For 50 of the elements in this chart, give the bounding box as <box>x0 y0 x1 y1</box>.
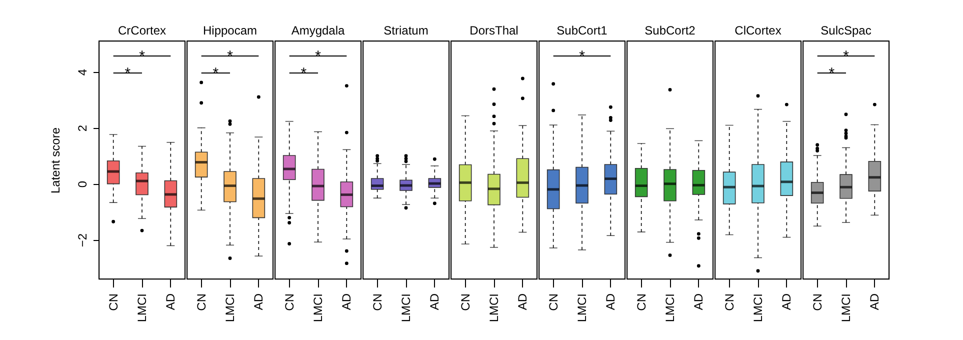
x-tick-label: CN <box>634 294 648 311</box>
annotation: * <box>843 48 850 65</box>
x-tick-label: AD <box>428 293 442 310</box>
annotation: * <box>579 48 586 65</box>
y-tick-label: 0 <box>76 180 90 188</box>
x-tick-label: LMCI <box>751 294 765 322</box>
x-tick-label: CN <box>546 294 560 311</box>
y-tick-label: −2 <box>76 233 90 248</box>
chart-title: SulcSpac <box>820 24 872 38</box>
chart-title: SubCort1 <box>556 24 608 38</box>
annotation: * <box>300 65 307 82</box>
y-axis-title: Latent score <box>48 127 62 194</box>
chart-title: ClCortex <box>734 24 782 38</box>
annotation: * <box>139 48 146 65</box>
x-tick-label: CN <box>106 294 120 311</box>
x-tick-label: AD <box>340 293 354 310</box>
x-tick-label: CN <box>810 294 824 311</box>
x-tick-label: CN <box>370 294 384 311</box>
annotation: * <box>124 65 131 82</box>
x-tick-label: CN <box>722 294 736 311</box>
x-tick-label: LMCI <box>487 294 501 322</box>
x-tick-label: AD <box>252 293 266 310</box>
x-tick-label: LMCI <box>663 294 677 322</box>
annotation: * <box>212 65 219 82</box>
chart-title: Amygdala <box>291 24 345 38</box>
x-tick-label: LMCI <box>223 294 237 322</box>
x-tick-label: CN <box>282 294 296 311</box>
x-tick-label: CN <box>458 294 472 311</box>
x-tick-label: AD <box>164 293 178 310</box>
y-tick-label: 2 <box>76 124 90 132</box>
x-tick-label: LMCI <box>575 294 589 322</box>
x-tick-label: LMCI <box>839 294 853 322</box>
x-tick-label: LMCI <box>311 294 325 322</box>
x-tick-label: AD <box>692 293 706 310</box>
chart-title: Hippocam <box>202 24 258 38</box>
x-tick-label: LMCI <box>135 294 149 322</box>
chart-title: SubCort2 <box>644 24 696 38</box>
x-tick-label: AD <box>604 293 618 310</box>
chart-title: Striatum <box>384 24 428 38</box>
y-tick-label: 4 <box>76 68 90 76</box>
chart-title: CrCortex <box>118 24 166 38</box>
x-tick-label: LMCI <box>399 294 413 322</box>
annotation: * <box>315 48 322 65</box>
x-tick-label: CN <box>194 294 208 311</box>
annotation: * <box>227 48 234 65</box>
x-tick-label: AD <box>868 293 882 310</box>
x-tick-label: AD <box>780 293 794 310</box>
annotation: * <box>828 65 835 82</box>
chart-title: DorsThal <box>470 24 518 38</box>
x-tick-label: AD <box>516 293 530 310</box>
